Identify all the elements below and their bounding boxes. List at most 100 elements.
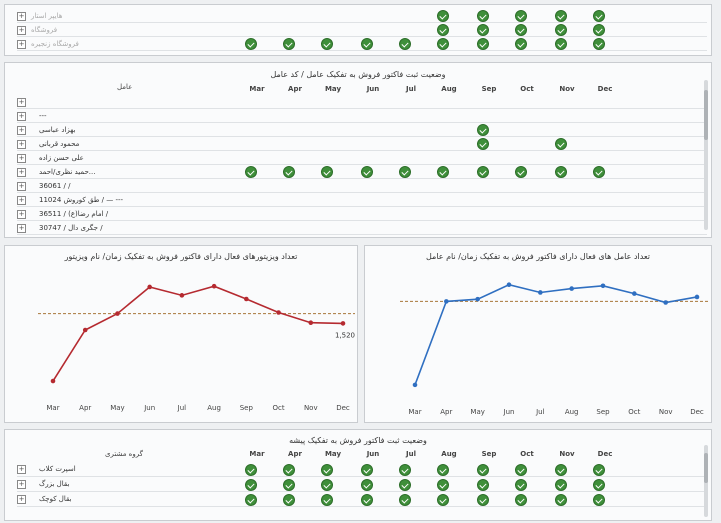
row-label: طق کوروش 11024 / — --- <box>39 195 124 204</box>
expand-row-button[interactable]: + <box>17 495 26 504</box>
data-point <box>50 378 56 384</box>
panel-title: وضعیت ثبت فاکتور فروش به تفکیک پیشه <box>289 436 427 445</box>
check-icon <box>399 166 411 178</box>
row-label: فروشگاه <box>31 25 58 34</box>
x-tick-label: Nov <box>659 408 673 416</box>
row-divider <box>17 192 707 193</box>
data-point <box>147 284 152 290</box>
month-header-oct: Oct <box>520 85 534 93</box>
month-header-apr: Apr <box>288 450 302 458</box>
group-scrollbar[interactable] <box>704 445 708 517</box>
customer-type-panel: + هایپر استار + فروشگاه + فروشگاه زنجیره <box>4 4 712 56</box>
row-divider <box>17 234 707 235</box>
x-tick-label: Aug <box>207 404 221 412</box>
x-tick-label: Mar <box>46 404 59 412</box>
check-icon <box>361 166 373 178</box>
check-icon <box>555 38 567 50</box>
check-icon <box>321 166 333 178</box>
expand-row-button[interactable]: + <box>17 167 26 177</box>
check-icon <box>593 493 605 506</box>
check-icon <box>593 10 605 22</box>
expand-row-button[interactable]: + <box>17 11 26 21</box>
x-tick-label: Sep <box>596 408 610 416</box>
check-icon <box>245 478 257 491</box>
expand-row-button[interactable]: + <box>17 465 26 474</box>
expand-row-button[interactable]: + <box>17 153 26 163</box>
x-tick-label: Jun <box>143 404 155 412</box>
month-header-jul: Jul <box>406 85 416 93</box>
x-tick-label: Nov <box>304 404 318 412</box>
check-icon <box>477 478 489 491</box>
expand-row-button[interactable]: + <box>17 39 26 49</box>
check-icon <box>555 493 567 506</box>
visitor-count-chart-panel: تعداد ویزیتورهای فعال دارای فاکتور فروش … <box>4 245 358 423</box>
month-header-nov: Nov <box>559 450 575 458</box>
agent-scrollbar[interactable] <box>704 80 708 230</box>
row-label: امام رضا(ع) / 36511 / <box>39 209 109 218</box>
x-tick-label: Dec <box>336 404 350 412</box>
x-tick-label: Mar <box>408 408 421 416</box>
check-icon <box>515 478 527 491</box>
check-icon <box>283 463 295 476</box>
check-icon <box>477 24 489 36</box>
expand-row-button[interactable]: + <box>17 111 26 121</box>
data-point <box>82 327 88 333</box>
row-divider <box>17 50 707 51</box>
check-icon <box>515 166 527 178</box>
expand-row-button[interactable]: + <box>17 125 26 135</box>
data-point <box>569 286 574 291</box>
check-icon <box>399 478 411 491</box>
row-divider <box>17 506 707 507</box>
month-header-aug: Aug <box>441 450 457 458</box>
panel-title: وضعیت ثبت فاکتور فروش به تفکیک عامل / کد… <box>270 70 446 79</box>
check-icon <box>593 478 605 491</box>
check-icon <box>437 478 449 491</box>
expand-row-button[interactable]: + <box>17 195 26 205</box>
check-icon <box>283 166 295 178</box>
row-label: فروشگاه زنجیره <box>31 39 79 48</box>
month-header-may: May <box>324 450 342 458</box>
check-icon <box>245 463 257 476</box>
expand-row-button[interactable]: + <box>17 97 26 107</box>
check-icon <box>593 166 605 178</box>
data-point <box>694 294 700 300</box>
chart-title: تعداد عامل های فعال دارای فاکتور فروش به… <box>425 252 651 261</box>
expand-row-button[interactable]: + <box>17 181 26 191</box>
x-tick-label: Oct <box>273 404 285 412</box>
expand-row-button[interactable]: + <box>17 209 26 219</box>
expand-row-button[interactable]: + <box>17 480 26 489</box>
check-icon <box>245 38 257 50</box>
row-label: 36061 / / <box>39 181 71 190</box>
check-icon <box>321 493 333 506</box>
check-icon <box>361 478 373 491</box>
month-header-jun: Jun <box>366 85 380 93</box>
x-tick-label: Oct <box>628 408 640 416</box>
row-label: علی حسن زاده <box>39 153 84 162</box>
data-point <box>506 282 512 287</box>
month-header-dec: Dec <box>597 85 613 93</box>
check-icon <box>555 463 567 476</box>
data-point <box>244 296 249 302</box>
check-icon <box>515 38 527 50</box>
row-label: بهزاد عباسی <box>39 125 76 134</box>
check-icon <box>477 166 489 178</box>
expand-row-button[interactable]: + <box>17 139 26 149</box>
x-tick-label: Jul <box>177 404 187 412</box>
visitor-line-chart: Mar Apr May Jun Jul Aug Sep Oct Nov Dec 1,520 <box>38 283 355 412</box>
x-tick-label: Aug <box>565 408 579 416</box>
agent-column-header: عامل <box>117 83 133 91</box>
expand-row-button[interactable]: + <box>17 223 26 233</box>
month-header-may: May <box>324 85 342 93</box>
month-header-jun: Jun <box>366 450 380 458</box>
check-icon <box>399 463 411 476</box>
expand-row-button[interactable]: + <box>17 25 26 35</box>
check-icon <box>477 124 489 136</box>
check-icon <box>437 10 449 22</box>
month-header-dec: Dec <box>597 450 613 458</box>
x-tick-label: Apr <box>440 408 452 416</box>
x-tick-label: Apr <box>79 404 91 412</box>
check-icon <box>283 38 295 50</box>
check-icon <box>555 478 567 491</box>
check-icon <box>321 478 333 491</box>
data-point <box>475 296 480 302</box>
